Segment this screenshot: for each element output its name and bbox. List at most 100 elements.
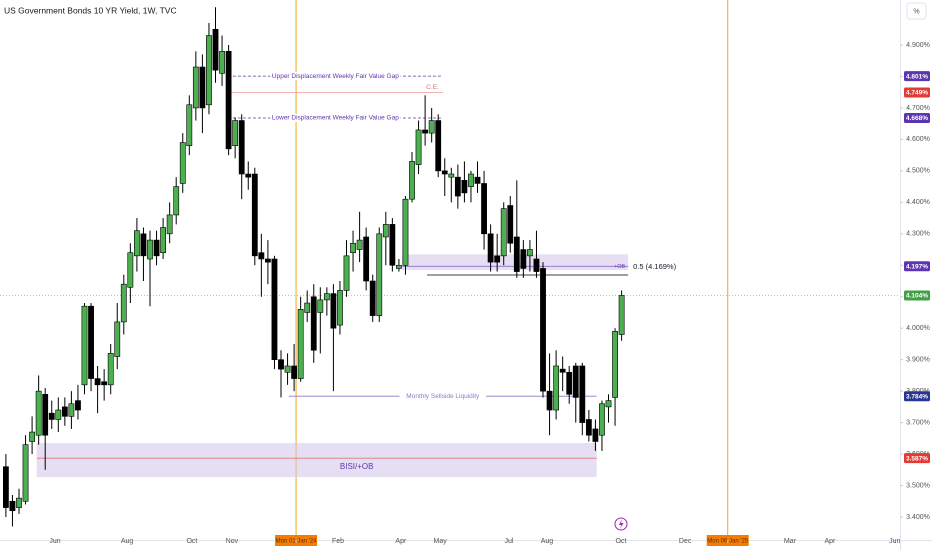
candle-body [133, 230, 140, 257]
candle-body [94, 378, 101, 386]
chart-title: US Government Bonds 10 YR Yield, 1W, TVC [4, 5, 177, 15]
candle-body [382, 224, 389, 238]
price-label: 4.801% [906, 73, 928, 80]
y-tick-label: 4.300% [906, 231, 930, 238]
candle-body [186, 104, 193, 146]
price-label: 3.587% [906, 455, 928, 462]
y-tick-label: 4.500% [906, 168, 930, 175]
candle-body [199, 66, 206, 109]
candle-body [494, 255, 501, 263]
zone-label: BISI/+OB [340, 462, 374, 471]
zone-box [36, 443, 597, 478]
candle-body [500, 208, 507, 257]
candle-body [2, 466, 9, 508]
x-tick-label: Jun [889, 538, 900, 545]
y-tick-label: 3.500% [906, 482, 930, 489]
candle-body [212, 28, 219, 71]
candle-body [350, 242, 356, 253]
candle-body [402, 198, 409, 266]
x-tick-label: May [434, 538, 448, 545]
candle-body [55, 409, 62, 420]
candle-body [474, 176, 481, 184]
candle-body [487, 233, 494, 263]
annotation-label: C.E. [426, 84, 439, 91]
candle-body [22, 444, 29, 502]
candle-body [310, 296, 317, 351]
candle-body [527, 249, 533, 257]
candle-body [297, 309, 304, 379]
candle-body [559, 368, 566, 373]
candle-body [225, 50, 232, 150]
x-tick-label: Aug [121, 538, 134, 545]
candle-body [35, 390, 42, 436]
price-label-bg [904, 453, 930, 464]
candle-body [369, 280, 376, 316]
candle-body [278, 359, 284, 370]
candle-body [120, 283, 127, 323]
candle-body [507, 205, 514, 244]
scale-button[interactable] [906, 2, 927, 20]
candle-body [572, 365, 579, 398]
candle-body [337, 290, 343, 326]
candle-body [553, 365, 560, 411]
candle-body [605, 400, 612, 408]
annotation-label: 0.5 (4.169%) [633, 262, 676, 271]
annotation-label: Lower Displacement Weekly Fair Value Gap [272, 115, 399, 122]
y-tick-label: 3.400% [906, 514, 930, 521]
x-tick-label: Nov [226, 538, 239, 545]
candle-body [173, 186, 180, 216]
annotation-label: Monthly Sellside Liquidity [406, 393, 480, 400]
x-tick-label: Apr [395, 538, 407, 545]
candle-body [140, 233, 147, 257]
price-label: 4.668% [906, 115, 928, 122]
x-tick-label: Apr [824, 538, 836, 545]
candle-body [533, 258, 540, 272]
candle-body [245, 173, 252, 178]
candle-body [585, 419, 592, 436]
y-tick-label: 4.000% [906, 325, 930, 332]
x-tick-label: Mon 01 Jan '24 [276, 539, 318, 545]
candle-body [461, 180, 468, 194]
candle-body [409, 161, 415, 200]
annotation-label-bg [399, 392, 487, 401]
candle-body [612, 331, 618, 398]
candle-body [75, 400, 81, 411]
x-tick-label: Feb [332, 538, 344, 545]
candle-body [422, 129, 429, 134]
candle-body [579, 365, 586, 423]
candle-body [61, 406, 68, 417]
candle-body [520, 249, 527, 269]
candle-body [592, 428, 599, 442]
y-tick-label: 4.400% [906, 199, 930, 206]
alert-icon[interactable] [614, 517, 628, 531]
candle-body [160, 227, 167, 253]
candle-body [291, 365, 298, 379]
x-tick-label: Oct [616, 538, 627, 545]
x-tick-label: Oct [186, 538, 197, 545]
price-label-bg [904, 113, 930, 124]
y-tick-label: 3.700% [906, 419, 930, 426]
price-label: 4.749% [906, 90, 928, 97]
candle-body [546, 390, 553, 411]
scale-button-label[interactable]: % [913, 8, 919, 15]
price-label-bg [904, 261, 930, 272]
candle-body [356, 239, 363, 250]
x-tick-label: Mar [784, 538, 797, 545]
x-tick-label: Dec [679, 538, 692, 545]
candle-body [68, 403, 75, 417]
candle-body [441, 170, 448, 175]
candle-body [599, 403, 605, 436]
candle-body [317, 299, 324, 313]
candle-body [376, 233, 383, 316]
annotation-label-bg [270, 114, 401, 123]
candle-body [428, 120, 435, 134]
candle-body [101, 381, 108, 386]
price-label: 4.104% [906, 293, 928, 300]
candle-body [114, 321, 121, 357]
candle-body [232, 120, 239, 146]
candle-body [127, 252, 134, 288]
x-tick-label: Mon 06 Jan '25 [707, 539, 749, 545]
candle-body [343, 255, 350, 291]
candle-body [206, 35, 212, 106]
candle-body [540, 268, 546, 392]
